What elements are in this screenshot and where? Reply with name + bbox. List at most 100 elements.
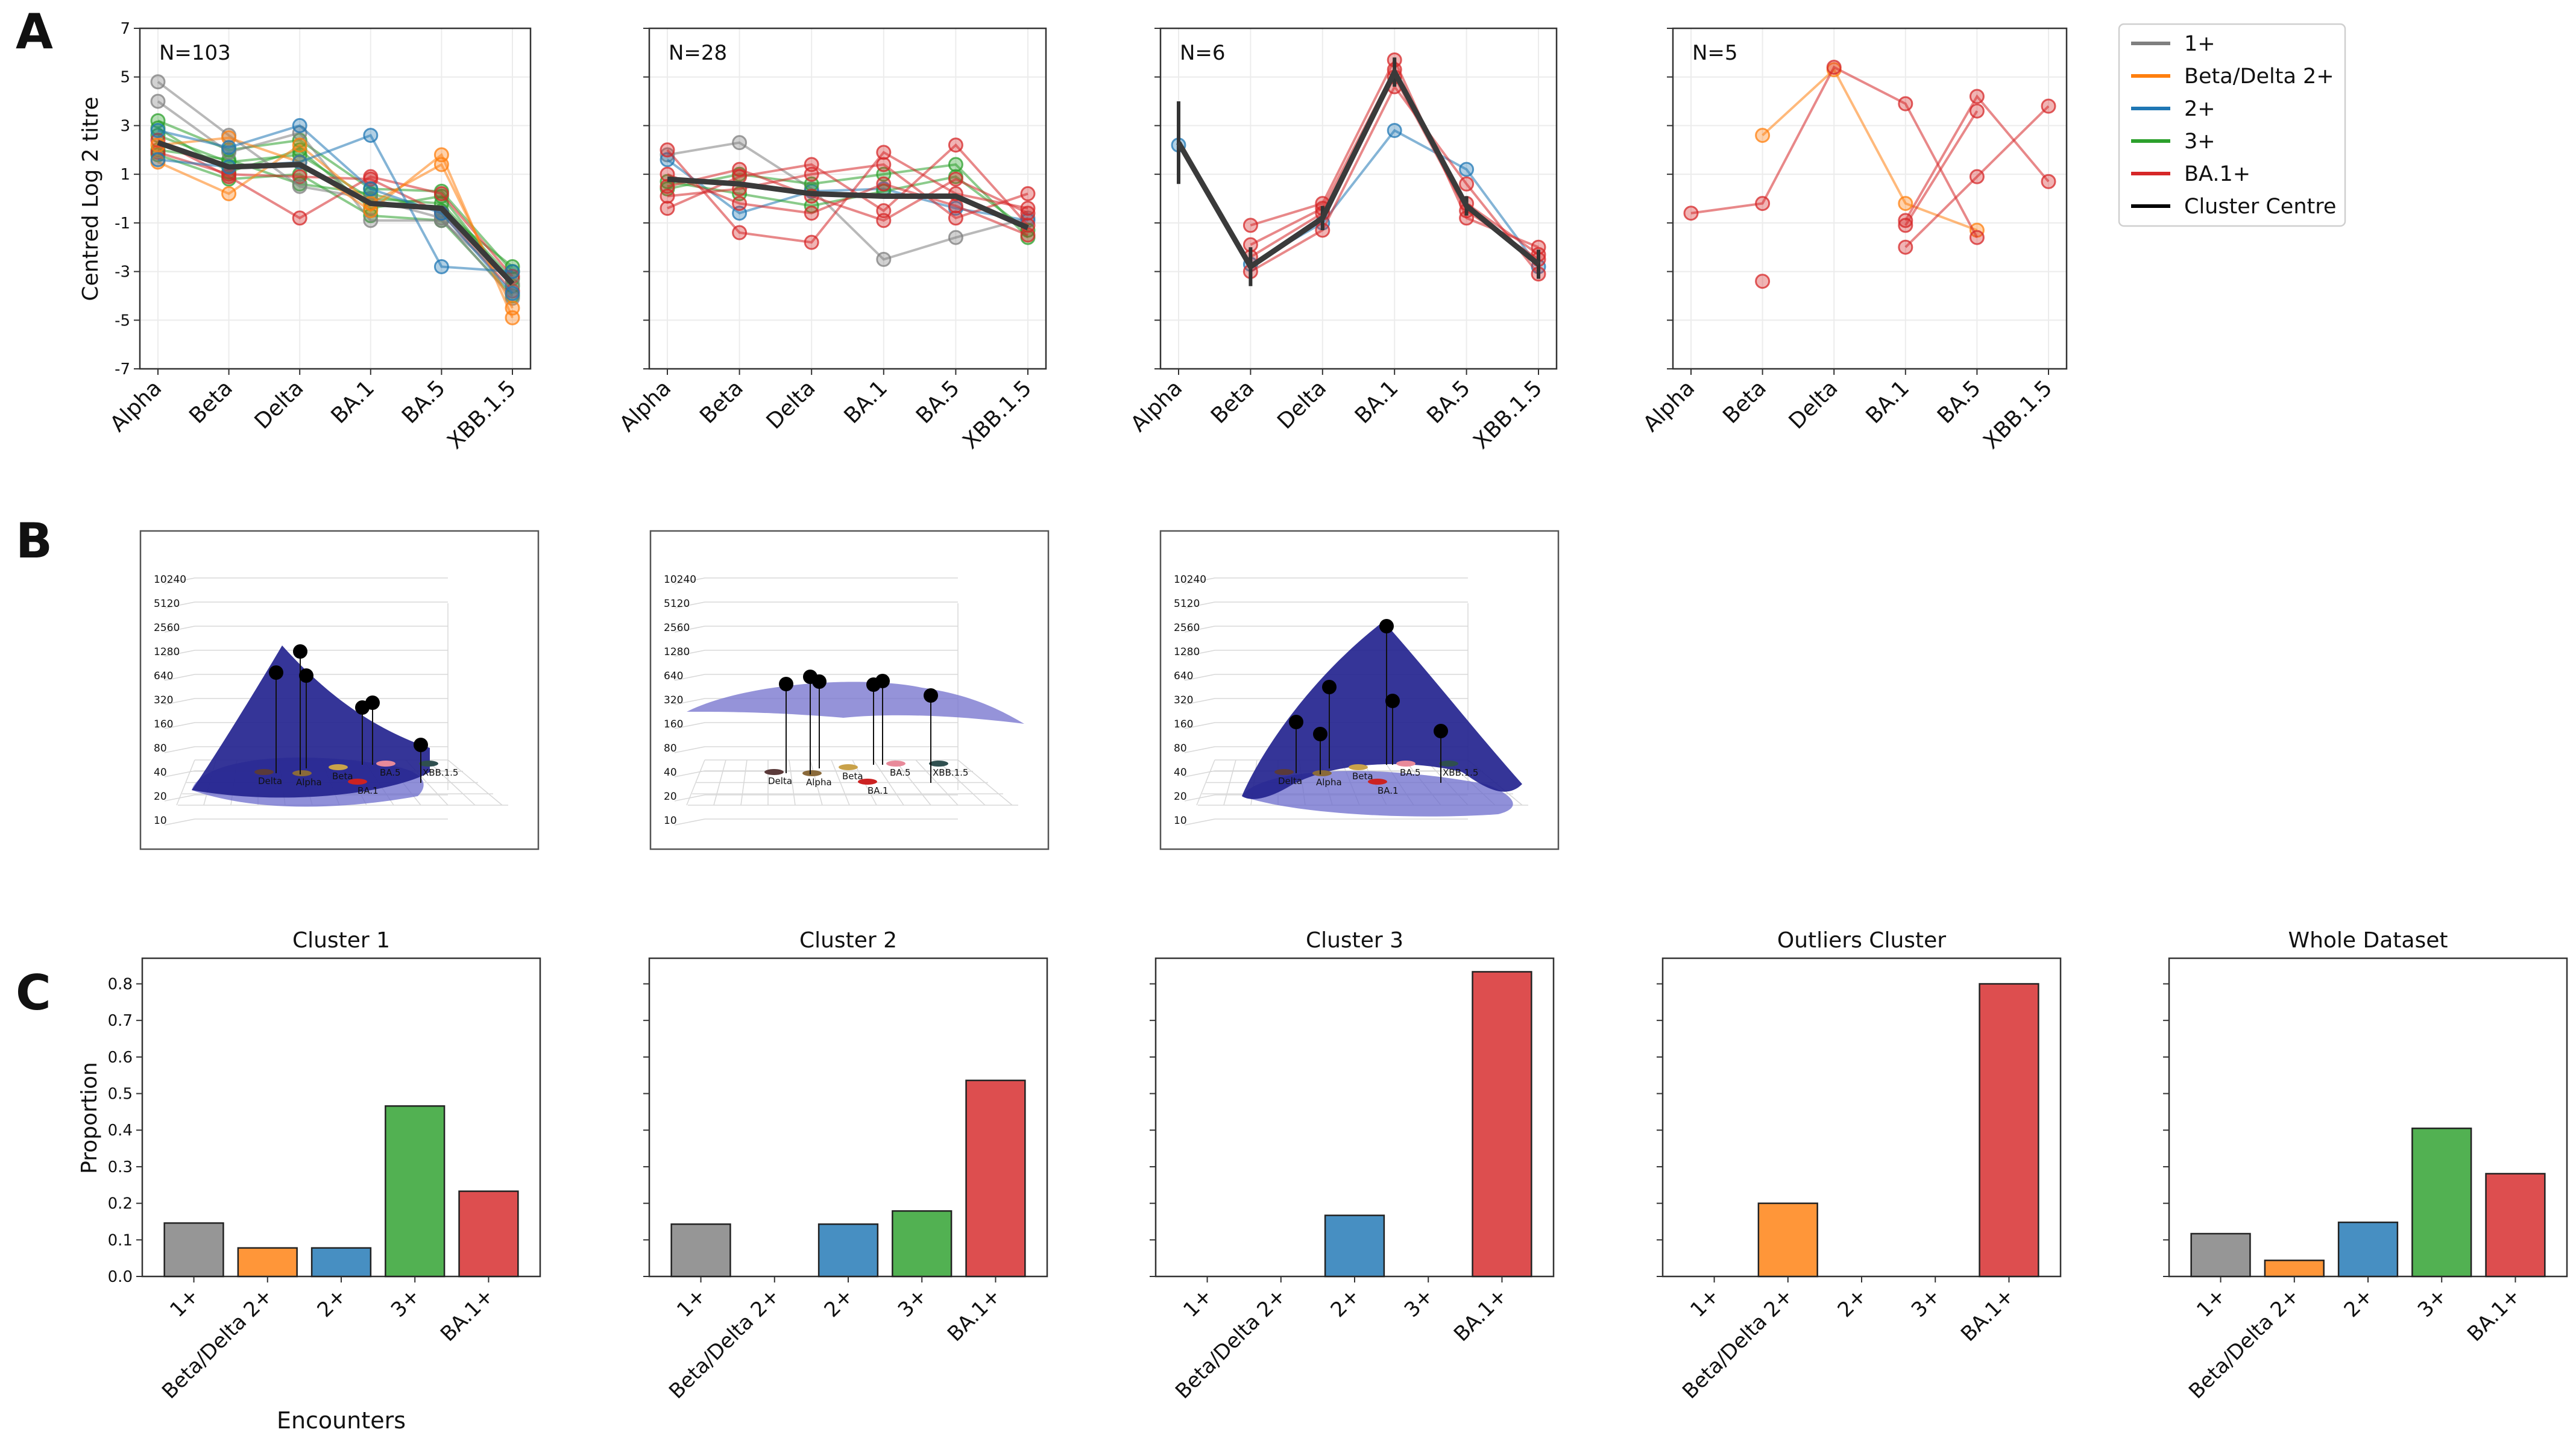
side-gridline xyxy=(164,818,195,826)
bar xyxy=(2337,1221,2399,1278)
data-point xyxy=(732,135,748,151)
base-marker xyxy=(764,769,784,775)
data-point xyxy=(433,186,449,201)
base-marker xyxy=(929,761,948,767)
data-point xyxy=(1242,218,1258,233)
base-marker xyxy=(1368,779,1387,785)
z-tick-label: 80 xyxy=(154,742,167,755)
y-tick-label: 0.3 xyxy=(108,1158,133,1176)
z-tick-label: 80 xyxy=(664,742,677,755)
bar xyxy=(237,1247,298,1278)
y-tick-label: -7 xyxy=(115,360,130,378)
panel-c-bar-charts: Cluster 10.00.10.20.30.40.50.60.70.81+Be… xyxy=(77,928,2568,1434)
base-marker xyxy=(1396,761,1416,767)
base-marker xyxy=(802,770,822,776)
data-point xyxy=(221,186,237,201)
x-tick-label: BA.1+ xyxy=(1449,1284,1512,1346)
base-label: Delta xyxy=(768,776,792,786)
legend-box xyxy=(2118,23,2346,227)
data-point xyxy=(505,300,520,316)
data-point xyxy=(433,157,449,172)
x-tick-label: 3+ xyxy=(386,1284,425,1322)
y-axis-label: Centred Log 2 titre xyxy=(78,96,103,301)
antibody-landscape-surface xyxy=(687,682,1024,724)
x-tick-label: 2+ xyxy=(820,1284,858,1322)
bar xyxy=(1324,1214,1385,1278)
z-tick-label: 640 xyxy=(664,670,683,682)
side-gridline xyxy=(1184,601,1215,609)
z-tick-label: 2560 xyxy=(664,622,690,634)
data-point xyxy=(876,176,892,192)
x-tick-label: Delta xyxy=(1273,375,1331,434)
x-tick-label: 2+ xyxy=(2340,1284,2378,1322)
base-label: BA.5 xyxy=(890,767,911,778)
x-tick-label: BA.5 xyxy=(397,375,450,428)
y-tick-label: 0.8 xyxy=(108,975,133,993)
data-point xyxy=(1969,103,1985,119)
x-tick-label: Alpha xyxy=(1126,375,1187,436)
data-point xyxy=(876,251,892,267)
z-tick-label: 320 xyxy=(1174,694,1193,706)
panel-b-3d-landscapes: 10240 5120 2560 1280 640 320 160 80 40 20 10 Delta A… xyxy=(139,530,1560,850)
chart-title: Cluster 2 xyxy=(799,928,897,953)
data-point xyxy=(292,137,307,153)
z-tick-label: 10240 xyxy=(154,574,186,586)
plot-frame xyxy=(1672,27,2068,370)
series-line xyxy=(157,139,514,277)
data-point xyxy=(732,225,748,240)
bar-chart-1: Cluster 10.00.10.20.30.40.50.60.70.81+Be… xyxy=(108,928,541,1404)
series-ba-1- xyxy=(150,145,520,299)
data-point xyxy=(948,198,963,214)
panel-label-b: B xyxy=(16,513,52,569)
x-tick-label: BA.5 xyxy=(1422,375,1475,428)
titre-point xyxy=(812,674,827,689)
x-tick-label: 2+ xyxy=(1326,1284,1365,1322)
cluster-centre-line xyxy=(1176,69,1540,269)
data-point xyxy=(1020,206,1036,221)
x-tick-label: BA.1+ xyxy=(436,1284,499,1346)
z-tick-label: 40 xyxy=(154,767,167,779)
base-label: BA.5 xyxy=(1400,767,1421,778)
bar xyxy=(670,1223,731,1278)
bar xyxy=(2264,1260,2325,1278)
data-point xyxy=(505,264,520,280)
base-label: Delta xyxy=(1278,776,1302,786)
z-tick-label: 160 xyxy=(664,718,683,730)
landscape-1: 10240 5120 2560 1280 640 320 160 80 40 20 10 Delta A… xyxy=(139,530,540,850)
data-point xyxy=(1020,186,1036,201)
base-label: Beta xyxy=(332,771,353,782)
plot-frame xyxy=(1159,27,1558,370)
data-point xyxy=(1969,230,1985,245)
data-point xyxy=(1755,128,1771,143)
series-line xyxy=(157,127,514,287)
base-label: Alpha xyxy=(1316,777,1342,788)
data-point xyxy=(1969,89,1985,104)
side-gridline xyxy=(674,626,705,633)
y-tick-label: -1 xyxy=(115,215,130,233)
bar xyxy=(1979,983,2039,1278)
data-point xyxy=(292,210,307,226)
panel-label-c: C xyxy=(16,965,51,1021)
data-point xyxy=(804,206,819,221)
z-tick-label: 20 xyxy=(1174,791,1187,803)
y-tick-label: -5 xyxy=(115,312,130,330)
titre-point xyxy=(269,665,283,680)
side-gridline xyxy=(674,577,705,585)
titre-point xyxy=(1313,727,1327,741)
series-line xyxy=(667,163,1028,220)
side-gridline xyxy=(674,722,705,729)
bar xyxy=(458,1190,519,1278)
series-ba-1- xyxy=(660,162,1036,228)
base-marker xyxy=(292,770,312,776)
series-ba-1- xyxy=(1683,60,1985,245)
data-point xyxy=(804,166,819,182)
side-gridline xyxy=(674,650,705,657)
base-label: XBB.1.5 xyxy=(1443,767,1478,778)
data-point xyxy=(2041,98,2056,114)
x-axis-label: Encounters xyxy=(277,1407,406,1434)
